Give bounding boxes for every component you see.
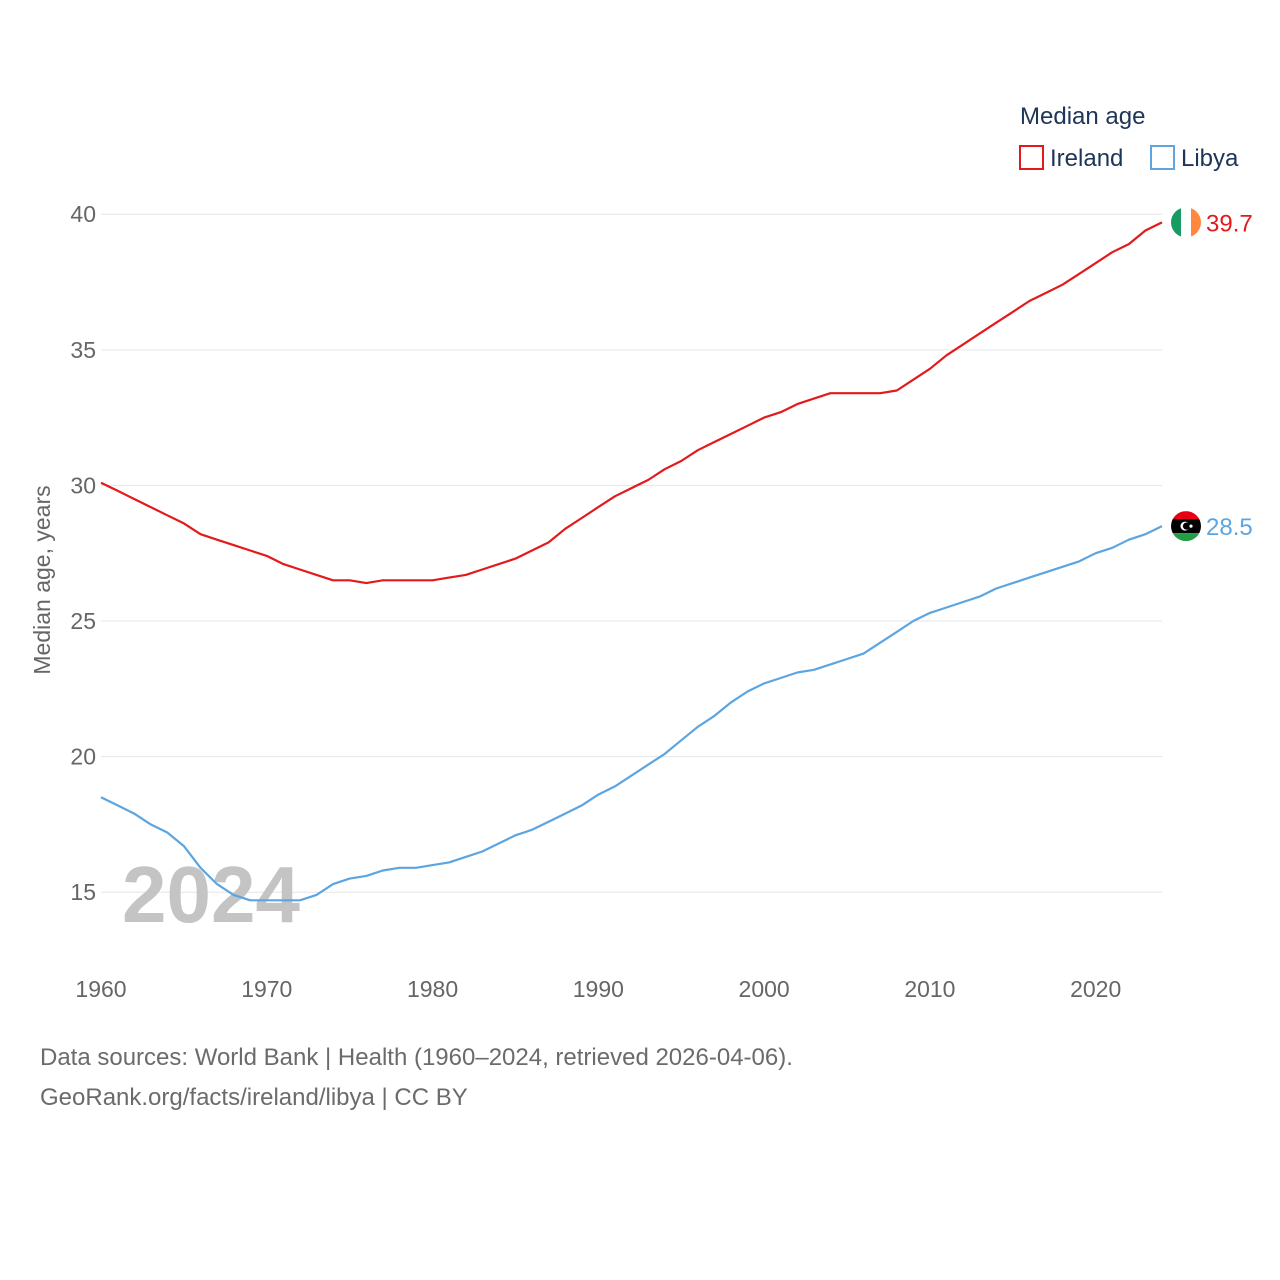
- end-value-libya: 28.5: [1206, 514, 1253, 541]
- footer-sources: Data sources: World Bank | Health (1960–…: [40, 1044, 793, 1071]
- y-axis-ticks: 15 20 25 30 35 40: [70, 201, 96, 905]
- libya-flag-icon: [1171, 511, 1201, 542]
- series-line-ireland: [100, 221, 1163, 585]
- y-tick-label: 25: [70, 608, 96, 634]
- x-tick-label: 2020: [1070, 976, 1121, 1002]
- series-endpoints: 39.7 28.5: [1171, 207, 1253, 542]
- year-watermark: 2024: [122, 850, 300, 939]
- legend-item-ireland[interactable]: Ireland: [1019, 145, 1123, 172]
- x-axis-ticks: 1960 1970 1980 1990 2000 2010 2020: [75, 976, 1121, 1002]
- x-tick-label: 1980: [407, 976, 458, 1002]
- legend-swatch-libya: [1150, 145, 1175, 170]
- legend-title: Median age: [1020, 103, 1145, 130]
- end-value-ireland: 39.7: [1206, 210, 1253, 237]
- legend-item-libya[interactable]: Libya: [1150, 145, 1239, 172]
- ireland-flag-icon: [1171, 207, 1201, 238]
- legend-label-libya: Libya: [1181, 145, 1239, 172]
- y-tick-label: 30: [70, 472, 96, 498]
- y-tick-label: 40: [70, 201, 96, 227]
- x-tick-label: 1990: [573, 976, 624, 1002]
- x-tick-label: 2010: [904, 976, 955, 1002]
- series-line-libya: [100, 525, 1163, 902]
- x-tick-label: 2000: [739, 976, 790, 1002]
- y-tick-label: 35: [70, 337, 96, 363]
- grid-lines: [101, 213, 1162, 893]
- y-tick-label: 15: [70, 879, 96, 905]
- x-tick-label: 1970: [241, 976, 292, 1002]
- y-tick-label: 20: [70, 744, 96, 770]
- legend: Median age Ireland Libya: [1019, 103, 1239, 172]
- footer-attribution: GeoRank.org/facts/ireland/libya | CC BY: [40, 1084, 468, 1111]
- legend-label-ireland: Ireland: [1050, 145, 1123, 172]
- series-lines: [100, 221, 1163, 902]
- x-tick-label: 1960: [75, 976, 126, 1002]
- y-axis-title: Median age, years: [29, 485, 55, 674]
- legend-swatch-ireland: [1019, 145, 1044, 170]
